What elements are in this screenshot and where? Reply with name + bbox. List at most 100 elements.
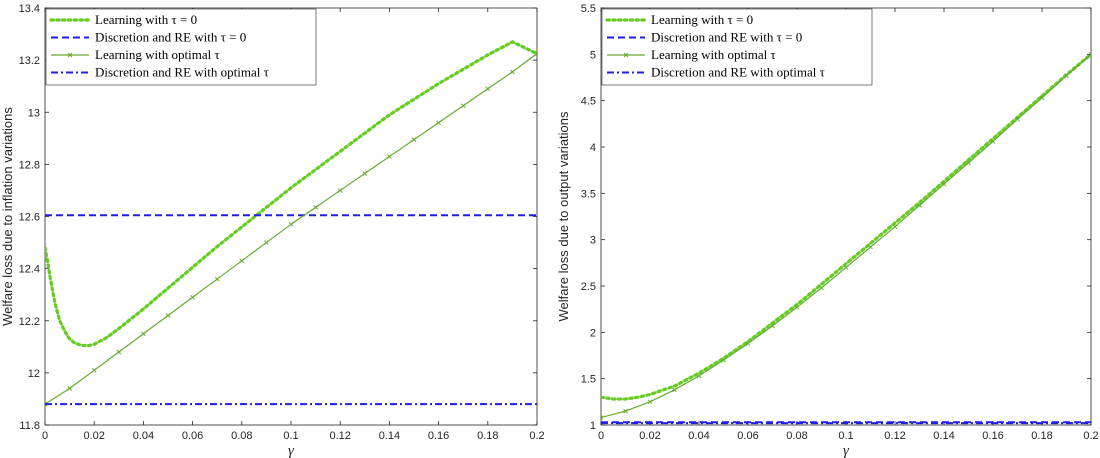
series-marker	[868, 244, 873, 250]
series-marker	[917, 203, 922, 208]
series-marker	[966, 160, 971, 166]
series-marker	[411, 137, 417, 142]
y-axis-label: Welfare loss due to inflation variations	[0, 107, 15, 326]
series-marker	[190, 294, 195, 300]
x-tick-label: 0.02	[83, 430, 104, 442]
legend-marker	[67, 52, 73, 58]
x-tick-label: 0.08	[786, 430, 807, 442]
series-marker	[45, 401, 48, 405]
series-marker	[67, 386, 72, 391]
x-tick-label: 0.18	[477, 430, 498, 442]
series-marker	[313, 205, 318, 210]
legend-box	[601, 8, 873, 86]
series-marker	[45, 403, 48, 407]
y-tick-label: 12.8	[19, 159, 40, 171]
legend-entry-1: Learning with τ = 0	[95, 12, 197, 27]
y-tick-label: 3	[590, 235, 596, 247]
series-line-1	[45, 40, 537, 348]
chart-panel-2: 0 0.02 0.04 0.06 0.08 0.1 0.12 0.14 0.16 0.18 0.2 1…	[556, 3, 1099, 458]
y-tick-label: 4.5	[581, 96, 596, 108]
legend: Learning with τ = 0 Discretion and RE wit…	[601, 8, 873, 86]
series-marker	[116, 349, 122, 355]
legend-entry-4: Discretion and RE with optimal τ	[651, 65, 825, 80]
series-marker	[941, 181, 947, 187]
y-tick-label: 12.2	[19, 316, 40, 328]
x-tick-label: 0.12	[884, 430, 905, 442]
series-line-1	[601, 52, 1091, 401]
y-tick-label: 1	[590, 420, 596, 432]
legend-entry-2: Discretion and RE with τ = 0	[651, 30, 802, 45]
x-tick-label: 0.1	[283, 430, 298, 442]
chart-panel-1: 0 0.02 0.04 0.06 0.08 0.1 0.12 0.14 0.16 0.18 0.2 1…	[0, 3, 545, 458]
legend-marker	[623, 52, 629, 58]
x-tick-label: 0.18	[1031, 430, 1052, 442]
series-marker	[165, 313, 171, 318]
legend-entry-3: Learning with optimal τ	[95, 47, 220, 62]
series-marker	[362, 171, 368, 176]
y-tick-label: 11.8	[19, 420, 40, 432]
series-marker	[534, 51, 537, 55]
series-marker	[288, 221, 294, 227]
x-tick-label: 0.14	[933, 430, 954, 442]
series-marker	[239, 258, 245, 264]
series-marker	[460, 103, 466, 109]
x-axis-label: γ	[843, 443, 850, 458]
series-marker	[819, 285, 824, 291]
y-tick-label: 2.5	[581, 281, 596, 293]
series-marker	[214, 276, 220, 282]
series-marker	[141, 331, 146, 337]
series-marker	[696, 373, 702, 379]
x-tick-label: 0.04	[688, 430, 709, 442]
series-marker	[601, 416, 604, 420]
x-tick-label: 0.04	[133, 430, 154, 442]
series-marker	[601, 415, 604, 419]
series-marker	[337, 188, 343, 193]
series-marker	[770, 323, 775, 329]
x-tick-label: 0.02	[639, 430, 660, 442]
x-tick-label: 0.16	[982, 430, 1003, 442]
series-marker	[510, 69, 515, 75]
y-tick-label: 12.4	[19, 264, 40, 276]
series-marker	[264, 240, 269, 245]
series-group	[45, 40, 537, 407]
x-tick-label: 0.16	[428, 430, 449, 442]
series-marker	[91, 367, 97, 373]
x-axis-label: γ	[288, 443, 295, 458]
legend-entry-1: Learning with τ = 0	[651, 12, 753, 27]
series-marker	[1088, 53, 1091, 57]
series-group	[601, 51, 1091, 425]
y-axis-label: Welfare loss due to output variations	[556, 111, 571, 322]
y-tick-label: 5	[590, 49, 596, 61]
y-tick-label: 13.2	[19, 55, 40, 67]
series-marker	[387, 154, 392, 159]
y-tick-label: 5.5	[581, 3, 596, 15]
y-tick-label: 12.6	[19, 212, 40, 224]
legend: Learning with τ = 0 Discretion and RE wit…	[45, 8, 317, 86]
series-marker	[794, 304, 800, 310]
series-marker	[534, 52, 537, 56]
series-marker	[436, 120, 441, 126]
legend-entry-2: Discretion and RE with τ = 0	[95, 30, 246, 45]
series-marker	[647, 399, 653, 405]
series-marker	[1039, 95, 1045, 101]
series-marker	[1015, 116, 1020, 122]
series-marker	[623, 408, 628, 414]
series-marker	[843, 265, 849, 270]
series-marker	[485, 86, 491, 92]
x-tick-label: 0.06	[182, 430, 203, 442]
y-tick-label: 13	[28, 107, 40, 119]
series-marker	[721, 357, 726, 363]
series-marker	[1088, 51, 1091, 56]
series-marker	[990, 139, 996, 144]
x-tick-label: 0.06	[737, 430, 758, 442]
legend-entry-3: Learning with optimal τ	[651, 47, 776, 62]
y-tick-label: 1.5	[581, 374, 596, 386]
x-tick-label: 0.2	[1083, 430, 1098, 442]
series-marker	[892, 224, 898, 230]
y-tick-label: 13.4	[19, 3, 40, 15]
y-tick-label: 12	[28, 368, 40, 380]
x-tick-label: 0.1	[838, 430, 853, 442]
x-tick-label: 0	[42, 430, 48, 442]
y-tick-label: 4	[590, 142, 596, 154]
x-tick-label: 0.08	[231, 430, 252, 442]
